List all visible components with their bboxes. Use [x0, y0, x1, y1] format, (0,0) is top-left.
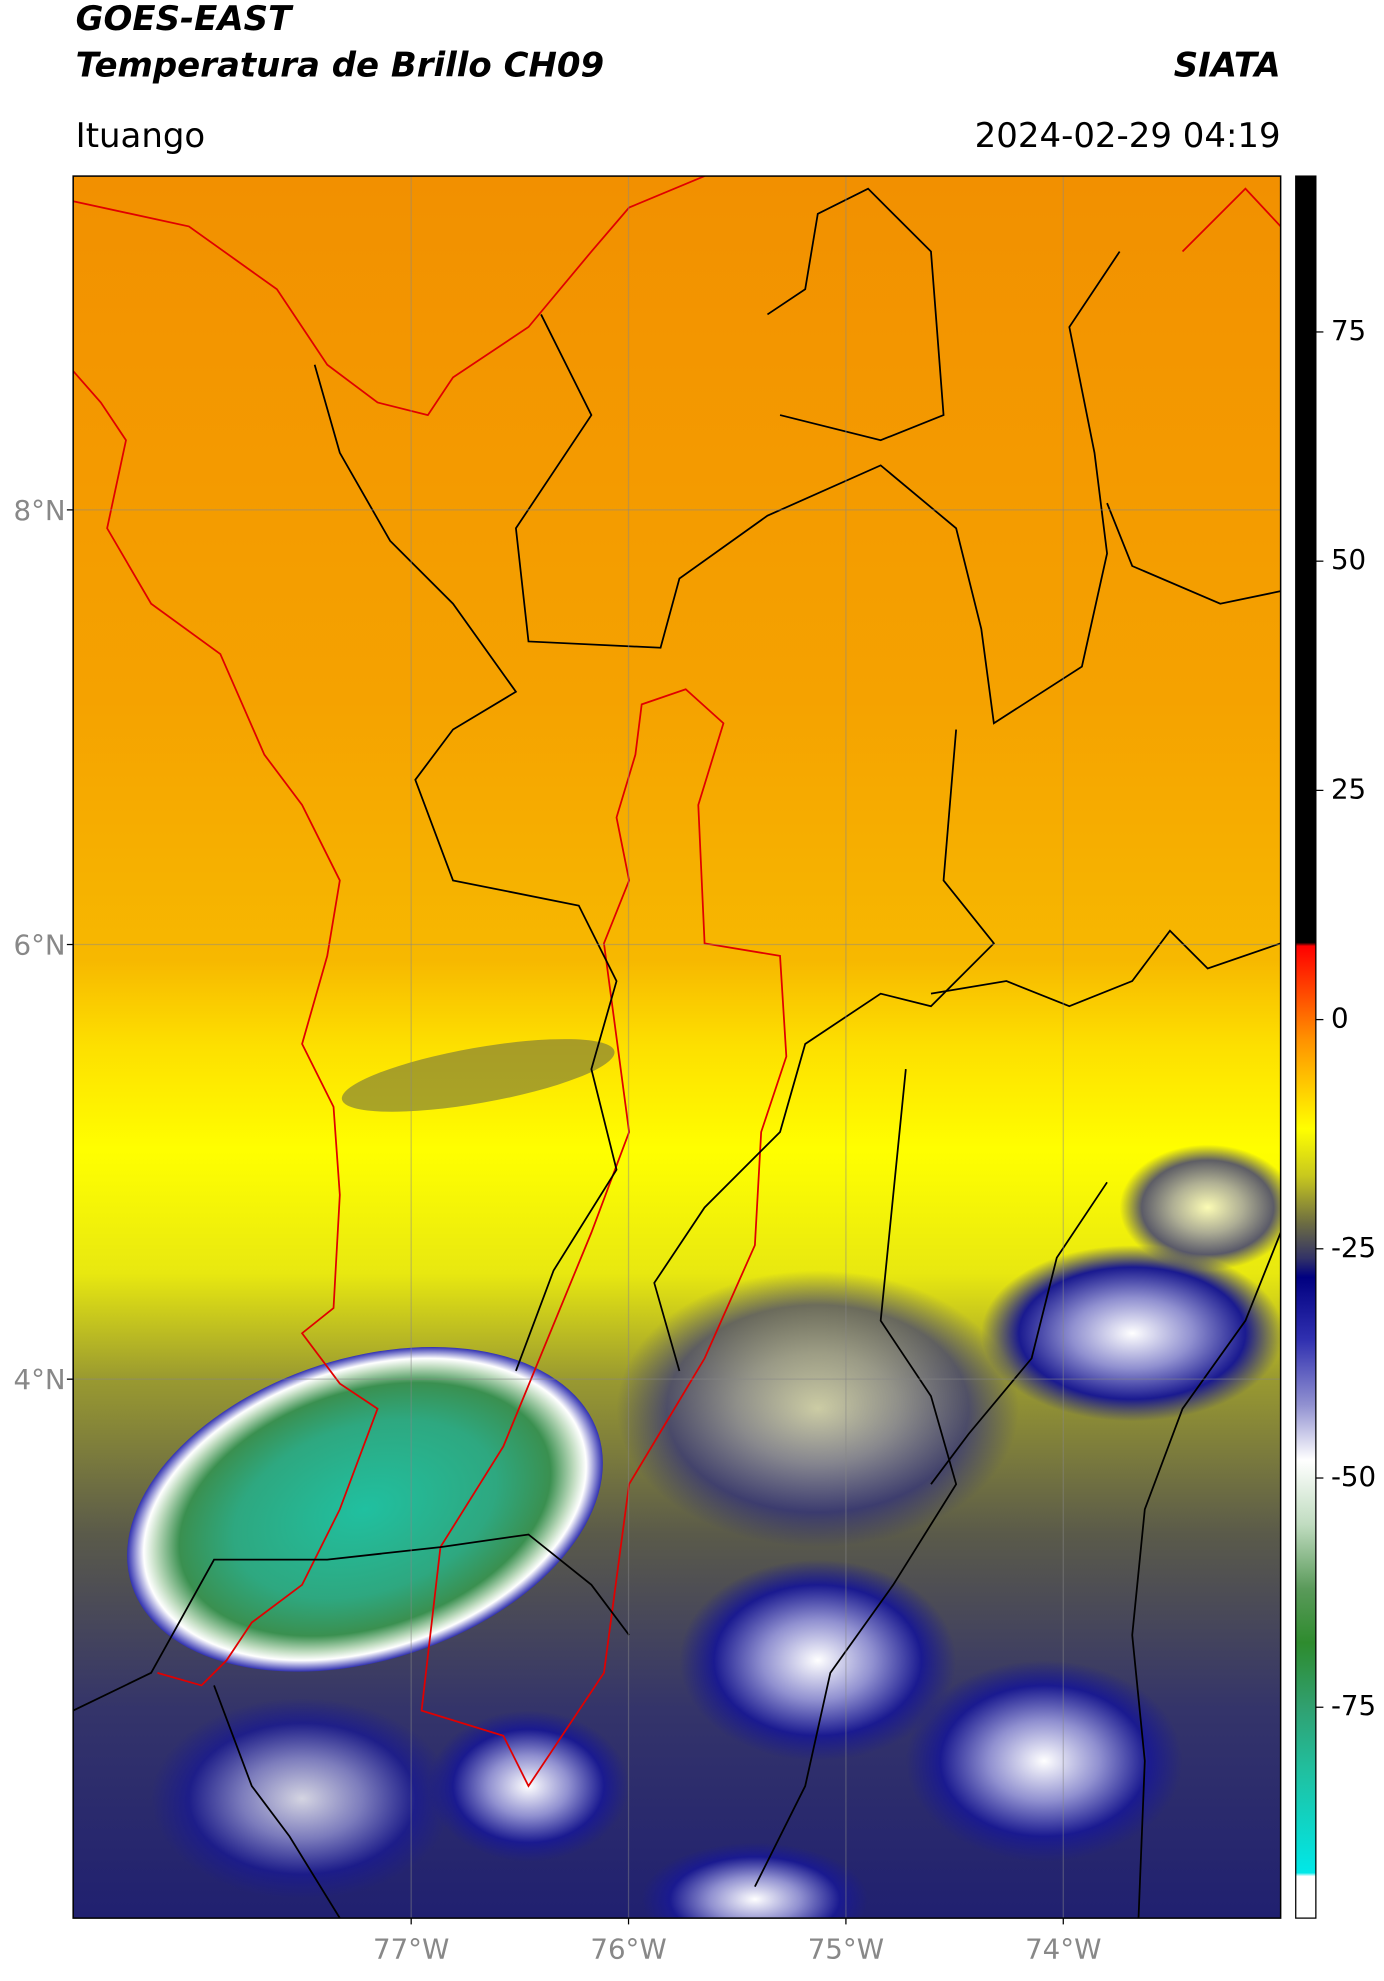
colorbar-tick-label: 50: [1331, 543, 1366, 576]
lon-tick-label: 76°W: [590, 1932, 666, 1965]
lat-tick-label: 4°N: [14, 1363, 66, 1396]
colorbar-tick-label: -75: [1331, 1689, 1376, 1722]
satellite-image: [73, 176, 1281, 1919]
colorbar: [1295, 175, 1317, 1919]
graticule: [66, 176, 1281, 1925]
colorbar-tick-label: -25: [1331, 1231, 1376, 1264]
lat-tick-label: 8°N: [14, 494, 66, 527]
colorbar-tick-label: 25: [1331, 772, 1366, 805]
lon-tick-label: 74°W: [1025, 1932, 1101, 1965]
satellite: GOES-EAST: [76, 0, 294, 39]
region: Ituango: [76, 116, 206, 156]
lon-tick-label: 77°W: [373, 1932, 449, 1965]
colorbar-tick-label: 75: [1331, 314, 1366, 347]
lon-tick-label: 75°W: [808, 1932, 884, 1965]
map-frame: [72, 175, 1282, 1919]
colorbar-tick-label: -50: [1331, 1460, 1376, 1493]
product: Temperatura de Brillo CH09: [76, 46, 604, 86]
colorbar-tick-label: 0: [1331, 1002, 1349, 1035]
lat-tick-label: 6°N: [14, 929, 66, 962]
institution: SIATA: [1174, 46, 1281, 86]
timestamp: 2024-02-29 04:19: [975, 116, 1281, 156]
